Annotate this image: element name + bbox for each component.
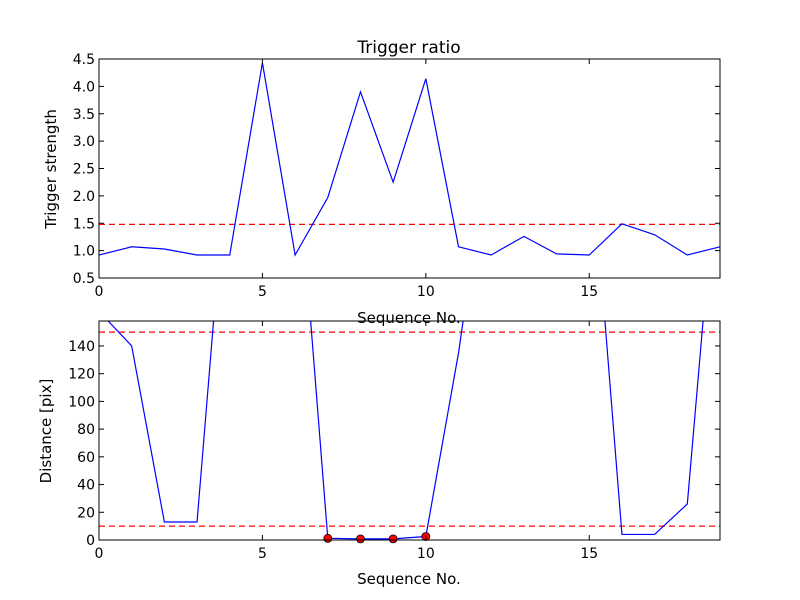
bottom-chart-x-tick-label: 0 (95, 546, 104, 562)
bottom-chart-y-tick-label: 0 (86, 533, 95, 549)
top-chart-y-tick-label: 4.5 (73, 52, 95, 68)
top-chart-x-label: Sequence No. (357, 309, 461, 327)
bottom-chart-y-tick-label: 40 (77, 478, 95, 494)
top-chart-plot-area (99, 62, 720, 257)
bottom-chart-series-line-0 (107, 321, 704, 540)
bottom-chart-y-label: Distance [pix] (37, 379, 55, 484)
top-chart-y-tick-label: 0.5 (73, 271, 95, 287)
bottom-chart: 0 5 10 15 0 20 40 60 80 100 120 140 (68, 320, 721, 562)
bottom-chart-marker-point (356, 534, 365, 544)
top-chart-y-tick-label: 4.0 (73, 79, 95, 95)
top-chart: 0 5 10 15 0.5 1.0 1.5 2.0 2.5 3.0 3.5 4.0 4.5 (73, 52, 721, 300)
bottom-chart-x-tick-label: 15 (580, 546, 598, 562)
top-chart-series-line-0 (99, 62, 720, 257)
bottom-chart-y-tick-label: 120 (68, 367, 95, 383)
top-chart-y-label: Trigger strength (42, 109, 60, 230)
bottom-chart-plot-area (99, 321, 720, 540)
top-chart-y-tick-label: 3.5 (73, 107, 95, 123)
bottom-chart-marker-point (388, 534, 398, 544)
top-chart-title: Trigger ratio (356, 38, 460, 58)
top-chart-x-tick-label: 15 (580, 284, 598, 300)
bottom-chart-y-tick-label: 100 (68, 394, 95, 410)
top-chart-x-tick-label: 5 (258, 284, 267, 300)
top-chart-x-tick-label: 0 (95, 284, 104, 300)
bottom-chart-y-tick-label: 140 (68, 339, 95, 355)
top-chart-y-tick-label: 2.0 (73, 189, 95, 205)
top-chart-y-tick-label: 1.0 (73, 244, 95, 260)
bottom-chart-y-tick-label: 60 (77, 450, 95, 466)
bottom-chart-marker-point (323, 533, 333, 543)
bottom-chart-x-tick-label: 10 (417, 546, 435, 562)
top-chart-y-tick-label: 1.5 (73, 216, 95, 232)
bottom-chart-y-tick-label: 20 (77, 505, 95, 521)
bottom-chart-x-label: Sequence No. (357, 570, 461, 588)
top-chart-y-tick-label: 3.0 (73, 134, 95, 150)
bottom-chart-y-tick-label: 80 (77, 422, 95, 438)
bottom-chart-axes-frame (98, 320, 721, 541)
top-chart-y-tick-label: 2.5 (73, 162, 95, 178)
bottom-chart-x-tick-label: 5 (258, 546, 267, 562)
top-chart-x-tick-label: 10 (417, 284, 435, 300)
